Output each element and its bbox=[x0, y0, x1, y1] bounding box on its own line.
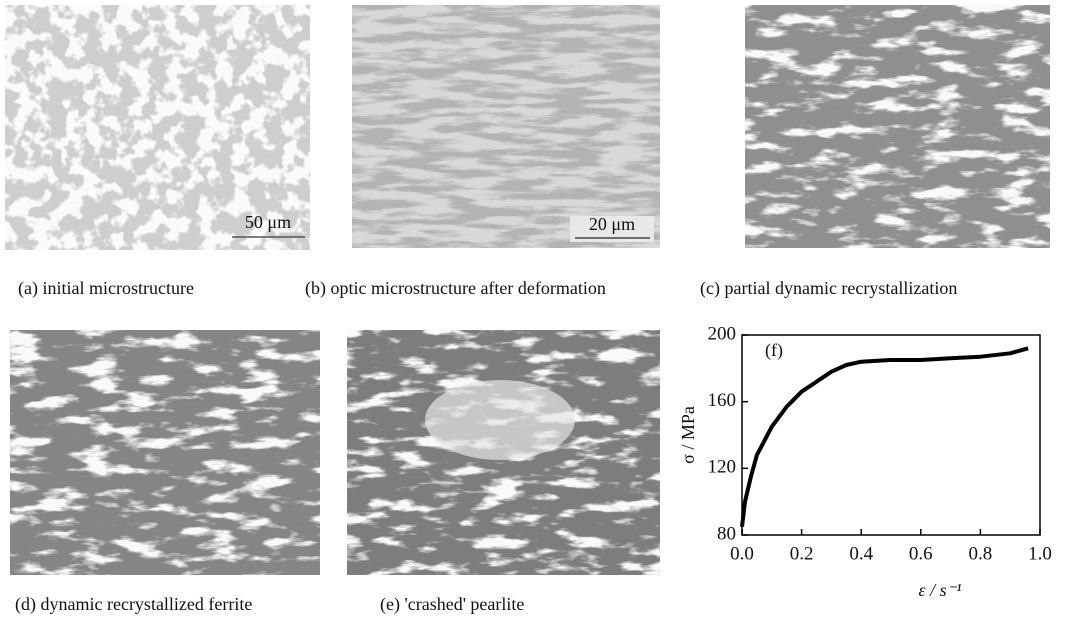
plot-frame bbox=[742, 335, 1040, 535]
x-tick-label: 0.0 bbox=[730, 543, 754, 564]
scale-bar-label: 50 μm bbox=[245, 212, 291, 232]
micrograph-a: 50 μm bbox=[5, 5, 310, 250]
x-tick-label: 1.0 bbox=[1028, 543, 1052, 564]
x-tick-label: 0.4 bbox=[849, 543, 873, 564]
caption: (c) partial dynamic recrystallization bbox=[700, 278, 957, 299]
y-tick-label: 80 bbox=[717, 523, 736, 544]
y-axis-label: σ / MPa bbox=[678, 406, 698, 464]
x-tick-label: 0.2 bbox=[790, 543, 814, 564]
micrograph-c bbox=[745, 5, 1050, 248]
micrograph-d bbox=[10, 330, 320, 575]
chart-f: (f) ε / s⁻¹ σ / MPa 80 120 160 200 0.0 0.2 0.4… bbox=[678, 323, 1052, 600]
scale-bar-label: 20 μm bbox=[589, 214, 635, 234]
micrograph-e bbox=[347, 330, 660, 575]
x-tick-label: 0.6 bbox=[909, 543, 933, 564]
data-line bbox=[742, 348, 1028, 526]
x-tick-label: 0.8 bbox=[969, 543, 993, 564]
caption: (e) 'crashed' pearlite bbox=[380, 594, 524, 615]
y-tick-label: 160 bbox=[708, 390, 737, 411]
y-tick-label: 120 bbox=[708, 457, 737, 478]
caption: (d) dynamic recrystallized ferrite bbox=[15, 594, 252, 615]
caption: (b) optic microstructure after deformati… bbox=[305, 278, 606, 299]
x-axis-label: ε / s⁻¹ bbox=[919, 580, 962, 600]
panel-label: (f) bbox=[765, 340, 783, 361]
caption: (a) initial microstructure bbox=[18, 278, 194, 299]
figure: 50 μm 20 μm (a) initial microstructure (… bbox=[0, 0, 1072, 618]
micrograph-b: 20 μm bbox=[352, 5, 660, 248]
y-tick-label: 200 bbox=[708, 323, 737, 344]
